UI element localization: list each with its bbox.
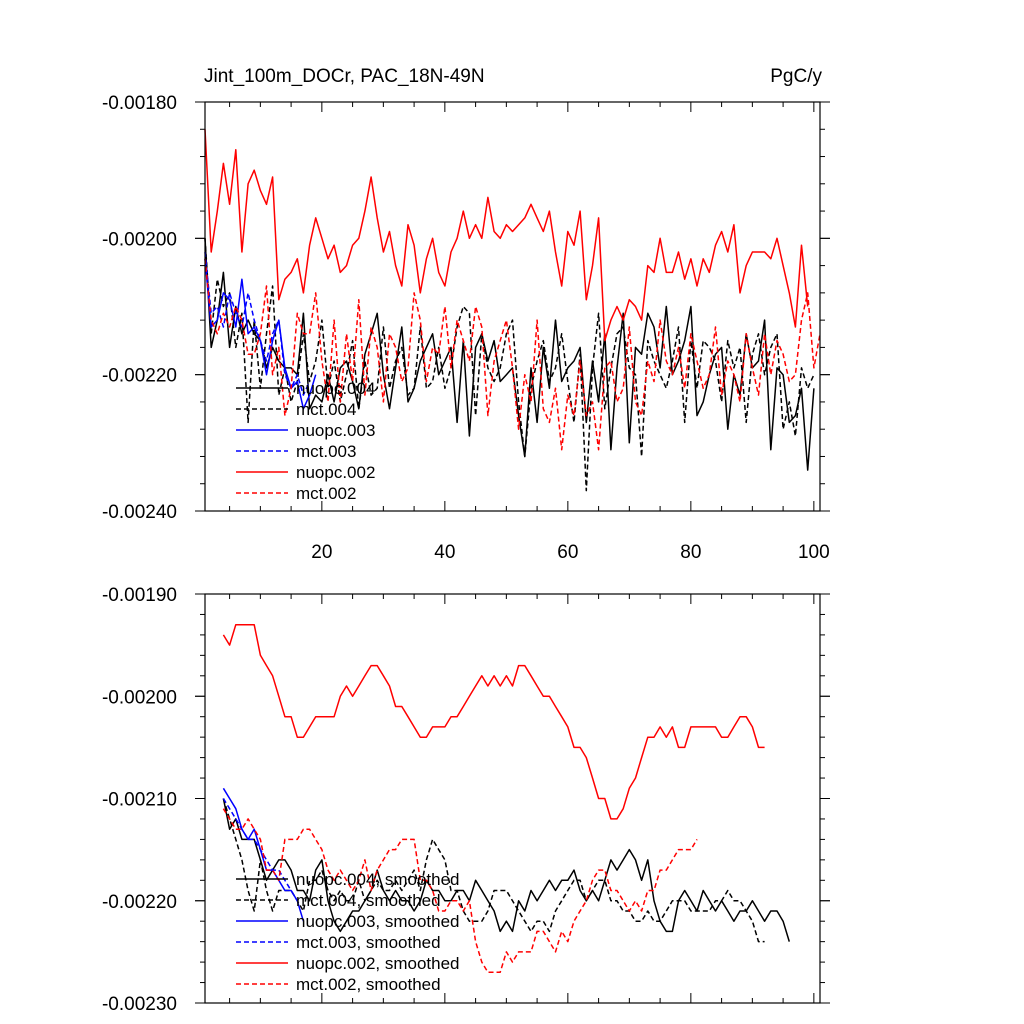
series-line bbox=[204, 129, 809, 342]
x-tick-label: 20 bbox=[311, 542, 332, 563]
legend-label: nuopc.002, smoothed bbox=[296, 954, 460, 973]
top-panel: Jint_100m_DOCr, PAC_18N-49N PgC/y nuopc.… bbox=[102, 66, 830, 563]
bottom-panel: nuopc.004, smoothed mct.004, smoothed nuop… bbox=[102, 585, 830, 1015]
y-tick-label: -0.00200 bbox=[102, 687, 177, 708]
series-line bbox=[222, 808, 698, 974]
legend-label: mct.002 bbox=[296, 484, 356, 503]
legend-label: nuopc.003, smoothed bbox=[296, 912, 460, 931]
y-tick-label: -0.00200 bbox=[102, 229, 177, 250]
legend-label: nuopc.004, smoothed bbox=[296, 870, 460, 889]
series-line bbox=[222, 787, 305, 922]
legend-label: nuopc.004 bbox=[296, 379, 375, 398]
series-line bbox=[204, 238, 815, 492]
units-label: PgC/y bbox=[770, 66, 822, 87]
legend-label: mct.004, smoothed bbox=[296, 891, 441, 910]
series-line bbox=[204, 258, 821, 451]
y-tick-label: -0.00240 bbox=[102, 502, 177, 523]
top-plot-frame bbox=[204, 101, 821, 512]
top-legend: nuopc.004 mct.004 nuopc.003 mct.003 nuopc.00… bbox=[236, 379, 375, 503]
series-line bbox=[204, 258, 317, 410]
legend-label: mct.003 bbox=[296, 442, 356, 461]
series-line bbox=[222, 798, 791, 942]
x-tick-label: 100 bbox=[798, 542, 830, 563]
bottom-ticks bbox=[195, 593, 830, 1004]
x-tick-label: 80 bbox=[680, 542, 701, 563]
legend-label: mct.003, smoothed bbox=[296, 933, 441, 952]
y-tick-label: -0.00220 bbox=[102, 892, 177, 913]
series-line bbox=[204, 238, 815, 471]
y-tick-label: -0.00190 bbox=[102, 585, 177, 606]
x-tick-label: 40 bbox=[434, 542, 455, 563]
y-tick-label: -0.00180 bbox=[102, 93, 177, 114]
series-line bbox=[222, 798, 765, 943]
series-line bbox=[222, 623, 765, 820]
y-tick-label: -0.00210 bbox=[102, 790, 177, 811]
series-line bbox=[222, 798, 298, 902]
bottom-legend: nuopc.004, smoothed mct.004, smoothed nuop… bbox=[236, 870, 460, 994]
bottom-tick-labels: -0.00190 -0.00200 -0.00210 -0.00220 -0.00230 bbox=[102, 585, 177, 1015]
x-tick-label: 60 bbox=[557, 542, 578, 563]
y-tick-label: -0.00230 bbox=[102, 994, 177, 1015]
series-line bbox=[204, 251, 311, 396]
top-series-lines bbox=[204, 129, 821, 492]
y-tick-label: -0.00220 bbox=[102, 366, 177, 387]
top-tick-labels: -0.00180 -0.00200 -0.00220 -0.00240 20 40 60 80… bbox=[102, 93, 830, 563]
legend-label: nuopc.002 bbox=[296, 463, 375, 482]
bottom-plot-frame bbox=[204, 593, 821, 1004]
bottom-series-lines bbox=[222, 623, 791, 974]
legend-label: mct.004 bbox=[296, 400, 356, 419]
legend-label: nuopc.003 bbox=[296, 421, 375, 440]
chart-title: Jint_100m_DOCr, PAC_18N-49N bbox=[204, 66, 485, 87]
legend-label: mct.002, smoothed bbox=[296, 975, 441, 994]
top-ticks bbox=[195, 101, 830, 512]
